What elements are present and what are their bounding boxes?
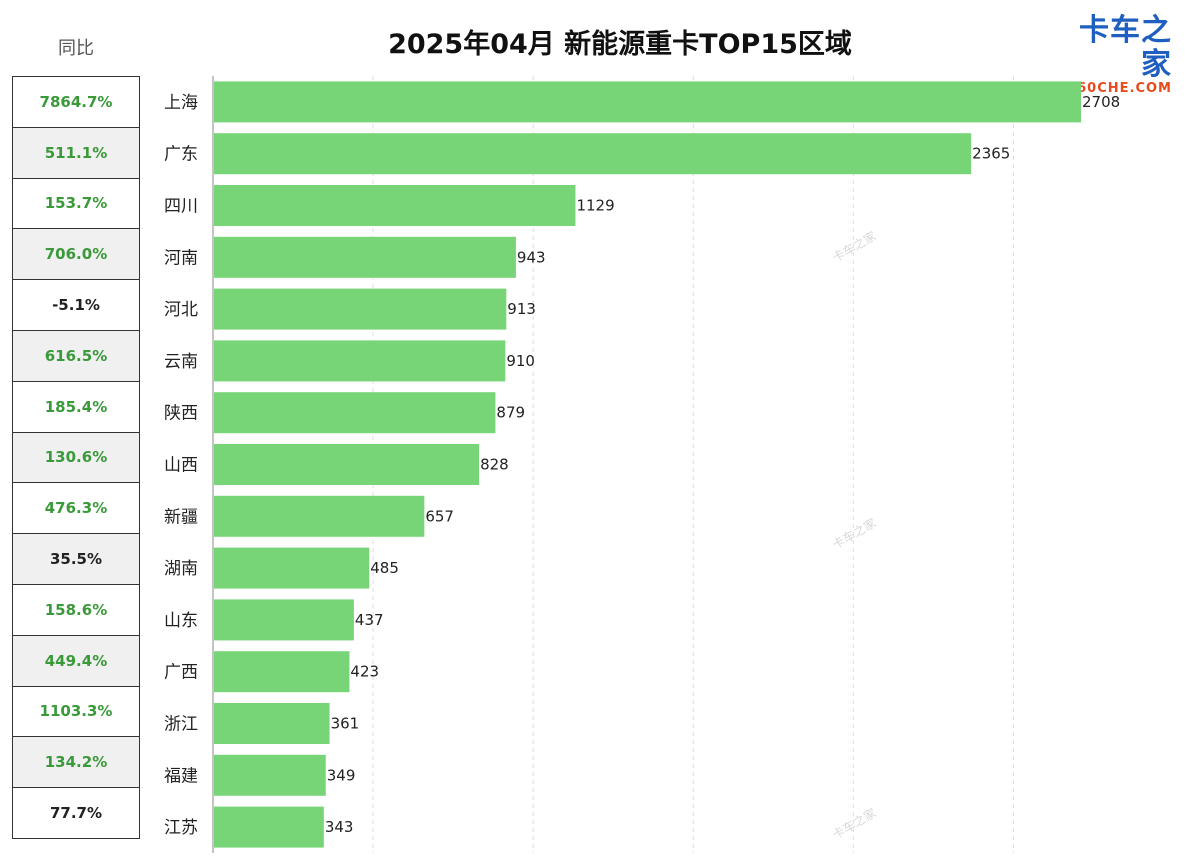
bar-8 bbox=[214, 495, 425, 537]
value-label: 361 bbox=[331, 715, 360, 733]
bar-3 bbox=[214, 236, 516, 278]
category-label: 河北 bbox=[164, 300, 198, 320]
category-label: 新疆 bbox=[164, 507, 198, 527]
value-label: 1129 bbox=[576, 197, 614, 215]
bar-0 bbox=[214, 81, 1081, 123]
category-label: 江苏 bbox=[164, 818, 198, 838]
bar-4 bbox=[214, 288, 507, 330]
value-label: 437 bbox=[355, 611, 384, 629]
bar-2 bbox=[214, 185, 576, 226]
yoy-cell: 706.0% bbox=[12, 228, 140, 281]
bar-13 bbox=[214, 754, 326, 796]
value-label: 343 bbox=[325, 818, 354, 836]
yoy-cell: 511.1% bbox=[12, 126, 140, 179]
yoy-cell: 1103.3% bbox=[12, 685, 140, 738]
category-label: 山西 bbox=[164, 456, 198, 476]
category-label: 四川 bbox=[164, 197, 198, 217]
yoy-cell: 153.7% bbox=[12, 177, 140, 230]
bar-10 bbox=[214, 599, 354, 641]
yoy-cell: 134.2% bbox=[12, 736, 140, 789]
value-label: 879 bbox=[496, 404, 525, 422]
logo-url: 360CHE.COM bbox=[1067, 81, 1172, 96]
bar-11 bbox=[214, 651, 350, 693]
brand-logo: 卡车之家 360CHE.COM bbox=[1052, 14, 1172, 96]
value-label: 657 bbox=[425, 507, 454, 525]
category-label: 广东 bbox=[164, 145, 198, 165]
bar-5 bbox=[214, 340, 506, 382]
yoy-column-header: 同比 bbox=[58, 38, 94, 59]
value-label: 910 bbox=[506, 352, 535, 370]
category-label: 湖南 bbox=[164, 559, 198, 579]
yoy-table: 7864.7% 511.1% 153.7% 706.0% -5.1% 616.5% 185.… bbox=[12, 76, 140, 839]
category-label: 云南 bbox=[164, 352, 198, 372]
value-label: 2365 bbox=[972, 145, 1010, 163]
bar-9 bbox=[214, 547, 370, 589]
yoy-cell: -5.1% bbox=[12, 279, 140, 331]
value-label: 2708 bbox=[1082, 93, 1120, 111]
category-label: 浙江 bbox=[164, 715, 198, 735]
yoy-cell: 130.6% bbox=[12, 431, 140, 484]
value-label: 828 bbox=[480, 456, 509, 474]
value-label: 913 bbox=[507, 300, 536, 318]
category-label: 福建 bbox=[164, 766, 198, 786]
logo-text: 卡车之家 bbox=[1079, 13, 1172, 82]
category-label: 上海 bbox=[164, 93, 198, 113]
bar-12 bbox=[214, 703, 330, 744]
chart-title: 2025年04月 新能源重卡TOP15区域 bbox=[388, 29, 852, 60]
category-label: 山东 bbox=[164, 611, 198, 631]
category-label: 河南 bbox=[164, 248, 198, 268]
value-label: 423 bbox=[350, 663, 379, 681]
yoy-cell: 77.7% bbox=[12, 787, 140, 839]
yoy-cell: 616.5% bbox=[12, 329, 140, 382]
bar-1 bbox=[214, 133, 972, 175]
bar-7 bbox=[214, 444, 480, 485]
value-label: 943 bbox=[517, 248, 546, 266]
category-label: 广西 bbox=[164, 663, 198, 683]
value-label: 349 bbox=[327, 766, 356, 784]
value-label: 485 bbox=[370, 559, 399, 577]
yoy-cell: 158.6% bbox=[12, 583, 140, 636]
category-label: 陕西 bbox=[164, 404, 198, 424]
bar-6 bbox=[214, 392, 496, 434]
bar-14 bbox=[214, 806, 324, 848]
yoy-cell: 449.4% bbox=[12, 634, 140, 687]
yoy-cell: 7864.7% bbox=[12, 76, 140, 128]
